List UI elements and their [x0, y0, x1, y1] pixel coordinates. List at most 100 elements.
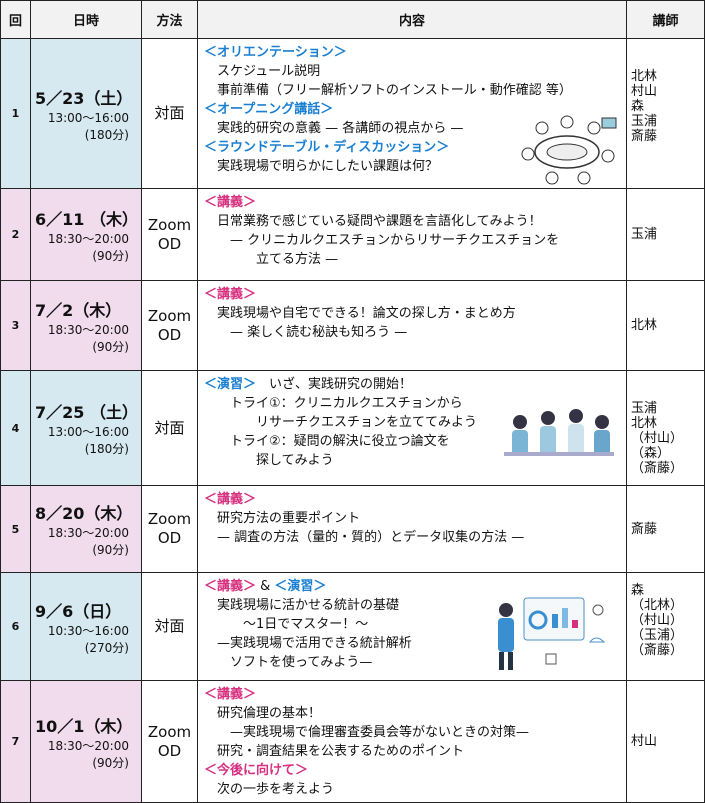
date: 6／11 （木） [35, 209, 138, 229]
date-cell: 10／1（木） 18:30～20:00 (90分) [30, 680, 142, 803]
instructor-cell: 村山 [626, 680, 705, 803]
content-line: ＜講義＞ [204, 285, 626, 304]
section-heading: ＜講義＞ [204, 287, 257, 302]
instructor: （村山） [631, 431, 684, 446]
method-cell: Zoom OD [141, 680, 198, 803]
content-text: ソフトを使ってみよう— [204, 655, 373, 670]
content-text: 探してみよう [204, 453, 334, 468]
method: Zoom [147, 215, 192, 234]
section-heading: ＜オープニング講話＞ [204, 102, 334, 117]
instructor: 斎藤 [631, 129, 658, 144]
schedule-row: 5 8／20（木） 18:30～20:00 (90分) Zoom OD ＜講義＞ 研究方法の… [0, 485, 705, 573]
session-number: 1 [0, 38, 31, 189]
content-text: — クリニカルクエスチョンからリサーチクエスチョンを [204, 233, 560, 248]
date: 9／6（日） [35, 601, 122, 621]
instructor: 北林 [631, 69, 658, 84]
date-cell: 5／23（土） 13:00～16:00 (180分) [30, 38, 142, 189]
time: 18:30～20:00 [47, 526, 129, 540]
duration: (90分) [92, 755, 129, 770]
section-heading: ＜講義＞ [204, 492, 257, 507]
content-text: リサーチクエスチョンを立ててみよう [204, 415, 478, 430]
session-number: 7 [0, 680, 31, 803]
instructor: 村山 [631, 734, 658, 749]
team-illustration [504, 409, 614, 456]
date-cell: 6／11 （木） 18:30～20:00 (90分) [30, 188, 142, 281]
content-line: 実践現場に活かせる統計の基礎 [204, 596, 626, 615]
instructor: （斎藤） [631, 643, 684, 658]
method-cell: Zoom OD [141, 485, 198, 573]
schedule-row: 1 5／23（土） 13:00～16:00 (180分) 対面 ＜オリエンテーション＞ ス… [0, 38, 705, 189]
content-line: 研究方法の重要ポイント [204, 509, 626, 528]
content-line: ＜演習＞ いざ、実践研究の開始！ [204, 375, 626, 394]
instructor: 玉浦 [631, 227, 658, 242]
instructor: 斎藤 [631, 521, 658, 537]
method-cell: Zoom OD [141, 280, 198, 371]
content-cell: ＜講義＞ 研究方法の重要ポイント — 調査の方法（量的・質的）とデータ収集の方法… [197, 485, 627, 573]
schedule-row: 6 9／6（日） 10:30～16:00 (270分) 対面 ＜講義＞ & ＜演習＞ 実践… [0, 572, 705, 681]
method: OD [157, 234, 182, 253]
method: OD [157, 325, 182, 344]
session-number: 6 [0, 572, 31, 681]
method: Zoom [147, 306, 192, 325]
content-text: & [256, 579, 275, 594]
instructor: 北林 [631, 318, 658, 333]
method-cell: 対面 [141, 572, 198, 681]
schedule-row: 3 7／2（木） 18:30～20:00 (90分) Zoom OD ＜講義＞ 実践現場や自… [0, 280, 705, 371]
content-text: — 楽しく読む秘訣も知ろう — [204, 325, 408, 340]
method-cell: 対面 [141, 370, 198, 486]
content-text: —実践現場で倫理審査委員会等がないときの対策— [204, 725, 530, 740]
content-line: 実践的研究の意義 — 各講師の視点から — [204, 119, 626, 138]
content-line: ＜ラウンドテーブル・ディスカッション＞ [204, 138, 626, 157]
content-text: — 調査の方法（量的・質的）とデータ収集の方法 — [204, 530, 525, 545]
content-line: トライ①：クリニカルクエスチョンから [204, 394, 626, 413]
content-line: 実践現場で明らかにしたい課題は何？ [204, 157, 626, 176]
method: 対面 [154, 418, 185, 437]
content-cell: ＜講義＞ 日常業務で感じている疑問や課題を言語化してみよう！ — クリニカルクエ… [197, 188, 627, 281]
date-cell: 7／25 （土） 13:00～16:00 (180分) [30, 370, 142, 486]
date-cell: 8／20（木） 18:30～20:00 (90分) [30, 485, 142, 573]
content-line: ソフトを使ってみよう— [204, 653, 626, 672]
time: 13:00～16:00 [47, 110, 129, 125]
content-text: いざ、実践研究の開始！ [256, 377, 413, 392]
section-heading: ＜演習＞ [204, 377, 257, 392]
content-line: トライ②：疑問の解決に役立つ論文を [204, 432, 626, 451]
date: 5／23（土） [35, 88, 133, 108]
content-text: トライ②：疑問の解決に役立つ論文を [204, 434, 450, 449]
time: 18:30～20:00 [47, 231, 129, 246]
schedule-row: 2 6／11 （木） 18:30～20:00 (90分) Zoom OD ＜講義＞ 日常業務… [0, 188, 705, 281]
content-cell: ＜講義＞ 実践現場や自宅でできる！論文の探し方・まとめ方 — 楽しく読む秘訣も知… [197, 280, 627, 371]
duration: (90分) [92, 543, 129, 557]
content-text: 研究倫理の基本！ [204, 706, 322, 721]
instructor-cell: 北林 村山森玉浦 斎藤 [626, 38, 705, 189]
column-header: 講師 [626, 0, 705, 39]
content-line: —実践現場で活用できる統計解析 [204, 634, 626, 653]
content-line: ＜講義＞ [204, 490, 626, 509]
section-heading: ＜演習＞ [274, 579, 327, 594]
method: Zoom [147, 722, 192, 741]
column-header: 方法 [141, 0, 198, 39]
instructor-cell: 玉浦 北林 （村山） （森） （斎藤） [626, 370, 705, 486]
section-heading: ＜今後に向けて＞ [204, 763, 309, 778]
content-text: 実践的研究の意義 — 各講師の視点から — [204, 121, 464, 136]
instructor: （森） [631, 446, 671, 461]
method: 対面 [154, 104, 185, 122]
content-text: —実践現場で活用できる統計解析 [204, 636, 412, 651]
session-number: 3 [0, 280, 31, 371]
instructor-cell: 斎藤 [626, 485, 705, 573]
content-line: 事前準備（フリー解析ソフトのインストール・動作確認 等） [204, 81, 626, 100]
content-line: 探してみよう [204, 451, 626, 470]
content-text: 実践現場に活かせる統計の基礎 [204, 598, 400, 613]
method: 対面 [154, 617, 185, 635]
instructor: （斎藤） [631, 461, 684, 476]
method-cell: 対面 [141, 38, 198, 189]
duration: (90分) [92, 339, 129, 354]
method: OD [157, 529, 182, 547]
date: 8／20（木） [35, 504, 133, 523]
content-line: ＜講義＞ & ＜演習＞ [204, 577, 626, 596]
instructor: 北林 [631, 416, 658, 431]
content-line: ＜講義＞ [204, 685, 626, 704]
session-number: 5 [0, 485, 31, 573]
content-line: 日常業務で感じている疑問や課題を言語化してみよう！ [204, 212, 626, 231]
content-line: ＜講義＞ [204, 193, 626, 212]
